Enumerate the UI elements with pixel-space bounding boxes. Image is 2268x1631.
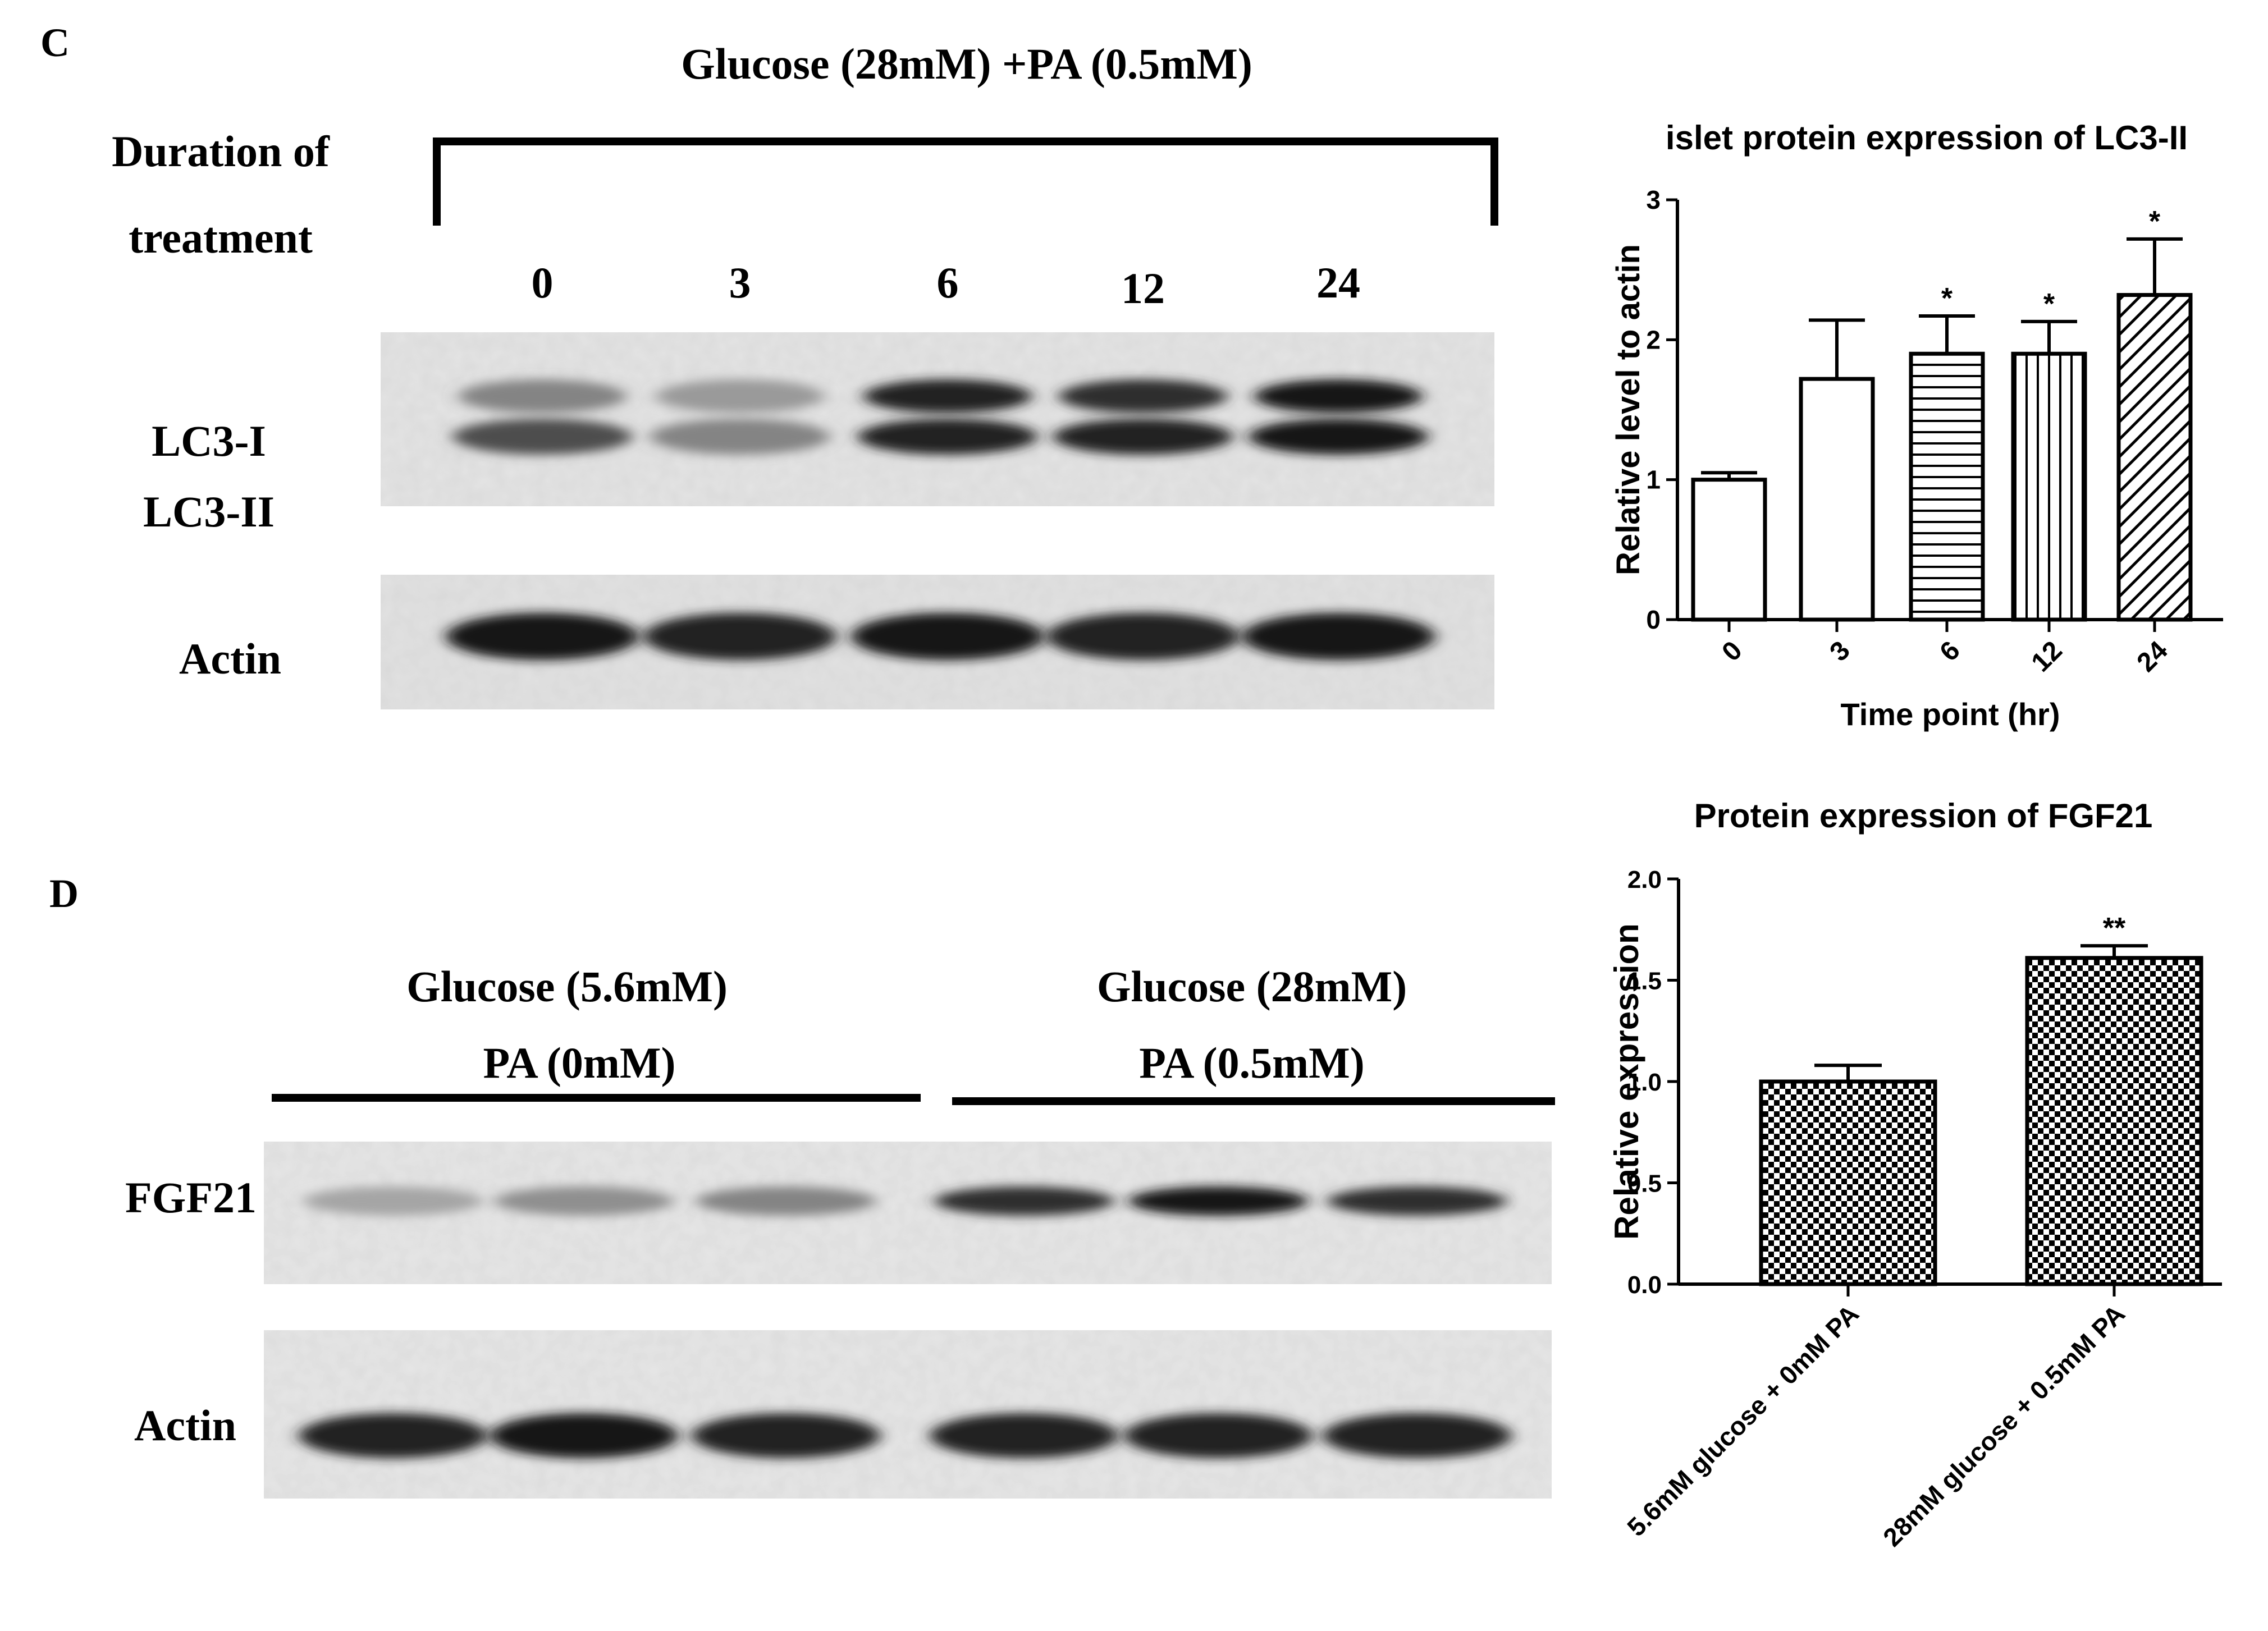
actin-bands-c bbox=[446, 613, 1435, 660]
lc3-i-band bbox=[863, 379, 1032, 413]
panel-d: D Glucose (5.6mM) PA (0mM) Glucose (28mM… bbox=[49, 871, 1555, 1499]
lc3-i-band bbox=[458, 379, 627, 413]
lc3-ii-band bbox=[1053, 419, 1233, 455]
fgf21-band bbox=[303, 1186, 483, 1216]
bar bbox=[2116, 293, 2193, 622]
band-label-fgf21: FGF21 bbox=[125, 1173, 257, 1222]
group2-label-line2: PA (0.5mM) bbox=[1139, 1038, 1364, 1087]
chart-title: islet protein expression of LC3-II bbox=[1666, 119, 2188, 157]
y-tick-label: 2.0 bbox=[1627, 866, 1662, 894]
actin-band bbox=[446, 613, 639, 660]
lc3-i-band bbox=[1059, 379, 1227, 413]
actin-band bbox=[851, 613, 1044, 660]
y-tick-label: 3 bbox=[1646, 185, 1661, 214]
significance-mark: * bbox=[1941, 282, 1953, 315]
lc3-ii-band bbox=[858, 419, 1037, 455]
y-tick-label: 1 bbox=[1646, 465, 1661, 494]
actin-band bbox=[692, 1413, 880, 1458]
panel-c-letter: C bbox=[40, 20, 70, 65]
band-label-lc3i: LC3-I bbox=[152, 416, 266, 465]
duration-label-line1: Duration of bbox=[112, 127, 330, 176]
fgf21-band bbox=[1128, 1186, 1308, 1216]
lane-label: 6 bbox=[937, 258, 959, 307]
x-axis-label: Time point (hr) bbox=[1841, 697, 2060, 732]
bar bbox=[1691, 478, 1767, 622]
bar bbox=[1909, 351, 1985, 622]
bar bbox=[2011, 351, 2087, 622]
duration-label-line2: treatment bbox=[129, 213, 313, 262]
fgf21-band bbox=[494, 1186, 674, 1216]
band-label-actin-c: Actin bbox=[179, 634, 281, 683]
significance-mark: * bbox=[2149, 205, 2161, 238]
actin-band bbox=[299, 1413, 487, 1458]
group2-label-line1: Glucose (28mM) bbox=[1097, 962, 1407, 1011]
significance-mark: ** bbox=[2103, 912, 2126, 945]
blot-actin-c bbox=[381, 575, 1494, 709]
actin-band bbox=[1046, 613, 1240, 660]
lane-label: 0 bbox=[532, 258, 554, 307]
x-tick-label: 24 bbox=[2132, 635, 2174, 677]
band-label-lc3ii: LC3-II bbox=[143, 487, 275, 536]
lc3-bands bbox=[452, 379, 1428, 455]
x-tick-label: 0 bbox=[1716, 635, 1748, 667]
group1-label-line2: PA (0mM) bbox=[483, 1038, 676, 1087]
lc3-i-band bbox=[1254, 379, 1423, 413]
lc3-ii-band bbox=[452, 419, 632, 455]
fgf21-band bbox=[934, 1186, 1114, 1216]
actin-band bbox=[1323, 1413, 1511, 1458]
bar bbox=[2025, 956, 2203, 1286]
lane-label: 3 bbox=[729, 258, 751, 307]
actin-band bbox=[1124, 1413, 1313, 1458]
lane-label: 12 bbox=[1121, 264, 1165, 313]
x-tick-label: 5.6mM glucose + 0mM PA bbox=[1621, 1299, 1864, 1542]
fgf21-bands bbox=[303, 1186, 1507, 1216]
y-tick-label: 0 bbox=[1646, 605, 1661, 634]
lane-labels: 0 3 6 12 24 bbox=[532, 258, 1361, 313]
fgf21-band bbox=[696, 1186, 876, 1216]
panel-d-letter: D bbox=[49, 871, 79, 916]
fgf21-band bbox=[1327, 1186, 1507, 1216]
lc3-i-band bbox=[656, 379, 824, 413]
y-tick-label: 1.5 bbox=[1627, 968, 1662, 995]
blot-lc3 bbox=[381, 332, 1494, 506]
significance-mark: * bbox=[2043, 288, 2055, 320]
actin-band bbox=[930, 1413, 1118, 1458]
lc3-ii-band bbox=[1249, 419, 1428, 455]
y-tick-label: 0.0 bbox=[1627, 1271, 1662, 1299]
bar bbox=[1759, 1079, 1937, 1286]
chart-fgf21: Protein expression of FGF21 0.0 0.5 1.0 1.5 2… bbox=[1608, 797, 2222, 1552]
lane-label: 24 bbox=[1316, 258, 1360, 307]
lc3-ii-band bbox=[650, 419, 830, 455]
panel-c-title: Glucose (28mM) +PA (0.5mM) bbox=[681, 39, 1252, 88]
x-tick-label: 28mM glucose + 0.5mM PA bbox=[1877, 1299, 2130, 1552]
chart-title: Protein expression of FGF21 bbox=[1694, 797, 2153, 835]
x-tick-label: 3 bbox=[1824, 635, 1855, 667]
band-label-actin-d: Actin bbox=[134, 1401, 236, 1450]
y-axis-label: Relative expression bbox=[1608, 923, 1645, 1240]
treatment-bracket bbox=[433, 138, 1498, 226]
y-tick-label: 2 bbox=[1646, 325, 1661, 354]
blot-actin-d bbox=[264, 1330, 1552, 1499]
actin-band bbox=[643, 613, 836, 660]
blot-fgf21 bbox=[264, 1142, 1552, 1284]
bar bbox=[1799, 377, 1875, 622]
group1-label-line1: Glucose (5.6mM) bbox=[406, 962, 728, 1011]
blot-fgf21-background bbox=[264, 1142, 1552, 1284]
y-axis-label: Relative level to actin bbox=[1610, 244, 1647, 575]
actin-band bbox=[1242, 613, 1435, 660]
panel-c: C Glucose (28mM) +PA (0.5mM) Duration of… bbox=[40, 20, 1498, 709]
x-tick-label: 12 bbox=[2026, 635, 2068, 677]
actin-bands-d bbox=[299, 1413, 1511, 1458]
chart-lc3-ii: islet protein expression of LC3-II0123Re… bbox=[1610, 119, 2223, 732]
y-tick-label: 0.5 bbox=[1627, 1170, 1662, 1198]
x-tick-label: 6 bbox=[1934, 635, 1965, 667]
blot-actin-d-background bbox=[264, 1330, 1552, 1499]
y-tick-label: 1.0 bbox=[1627, 1069, 1662, 1096]
actin-band bbox=[490, 1413, 678, 1458]
